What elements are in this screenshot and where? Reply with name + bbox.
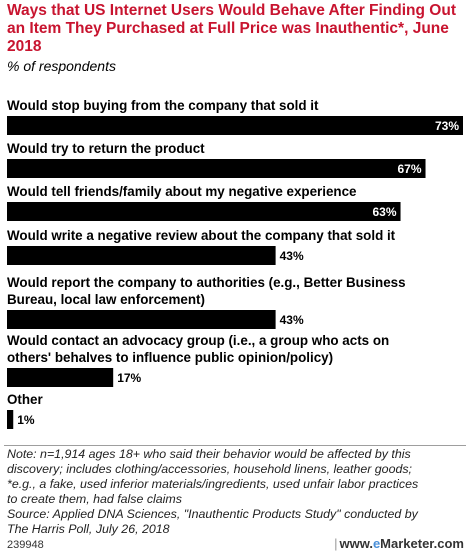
- note-line: *e.g., a fake, used inferior materials/i…: [7, 477, 419, 491]
- source-line: The Harris Poll, July 26, 2018: [7, 522, 170, 536]
- bar: [7, 310, 276, 329]
- footer-divider: [4, 445, 466, 446]
- category-label: Would tell friends/family about my negat…: [7, 184, 357, 199]
- bar: [7, 202, 401, 221]
- category-label: Would try to return the product: [7, 141, 205, 156]
- chart-title: Ways that US Internet Users Would Behave…: [7, 2, 456, 55]
- chart-note: Note: n=1,914 ages 18+ who said their be…: [7, 447, 467, 537]
- bar: [7, 116, 463, 135]
- note-line: discovery; includes clothing/accessories…: [7, 462, 412, 476]
- emarketer-logo[interactable]: | www.eMarketer.com: [334, 536, 464, 551]
- bar: [7, 246, 276, 265]
- bar: [7, 410, 14, 429]
- category-label: Would write a negative review about the …: [7, 228, 396, 243]
- value-label: 43%: [280, 249, 304, 263]
- category-label: Bureau, local law enforcement): [7, 292, 205, 307]
- brand-suffix: Marketer.com: [380, 536, 464, 551]
- category-label: Would report the company to authorities …: [7, 275, 406, 290]
- value-label: 67%: [397, 162, 421, 176]
- note-line: to create them, had false claims: [7, 492, 182, 506]
- category-label: Would contact an advocacy group (i.e., a…: [7, 333, 389, 348]
- category-label: Would stop buying from the company that …: [7, 98, 319, 113]
- value-label: 17%: [117, 371, 141, 385]
- chart-id: 239948: [7, 539, 44, 551]
- brand-e: e: [372, 536, 381, 551]
- category-label: others' behalves to influence public opi…: [7, 350, 333, 365]
- value-label: 43%: [280, 313, 304, 327]
- value-label: 1%: [17, 413, 35, 427]
- bar: [7, 368, 114, 387]
- brand-prefix: www.: [339, 536, 373, 551]
- value-label: 63%: [373, 205, 397, 219]
- chart-subtitle: % of respondents: [7, 58, 116, 74]
- source-line: Source: Applied DNA Sciences, "Inauthent…: [7, 507, 418, 521]
- bar: [7, 159, 426, 178]
- value-label: 73%: [435, 119, 459, 133]
- note-line: Note: n=1,914 ages 18+ who said their be…: [7, 447, 411, 461]
- category-label: Other: [7, 392, 44, 407]
